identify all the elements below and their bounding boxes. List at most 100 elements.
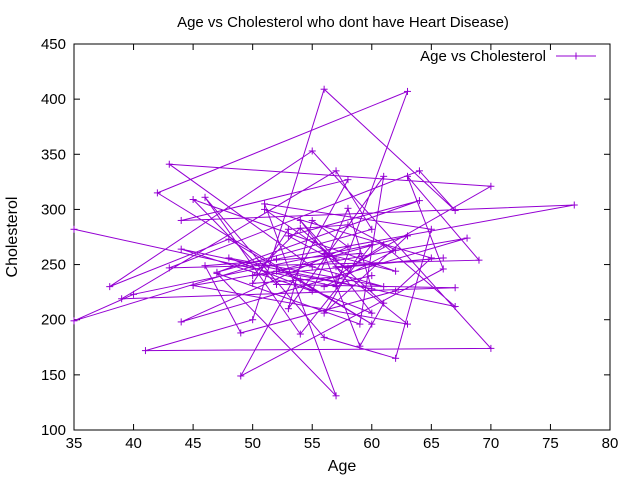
data-point	[237, 329, 245, 337]
data-point	[404, 320, 412, 328]
data-point	[249, 279, 257, 287]
data-point	[487, 182, 495, 190]
data-point	[237, 372, 245, 380]
series-line	[73, 88, 575, 397]
data-point	[189, 196, 197, 204]
data-point	[392, 287, 400, 295]
data-point	[368, 285, 376, 293]
plot-axes	[73, 43, 611, 431]
data-point	[296, 216, 304, 224]
data-point	[344, 176, 352, 184]
data-point	[368, 225, 376, 233]
data-point	[380, 241, 388, 249]
data-point	[427, 225, 435, 233]
data-point	[451, 302, 459, 310]
data-point	[165, 160, 173, 168]
data-point	[356, 250, 364, 258]
data-point	[106, 283, 114, 291]
data-point	[296, 224, 304, 232]
data-point	[213, 268, 221, 276]
data-point	[380, 283, 388, 291]
y-tick-label: 450	[41, 36, 66, 53]
data-point	[153, 189, 161, 197]
chart-title: Age vs Cholesterol who dont have Heart D…	[177, 14, 509, 31]
x-tick-label: 45	[185, 435, 202, 452]
data-point	[344, 204, 352, 212]
x-tick-label: 55	[304, 435, 321, 452]
data-point	[308, 147, 316, 155]
data-point	[392, 354, 400, 362]
data-point	[284, 225, 292, 233]
data-point	[225, 254, 233, 262]
data-point	[439, 265, 447, 273]
axis-ticks: 35 40 45 50 55 60 65 70 75 80 100 150 200 250 300 350 40…	[41, 36, 618, 452]
x-tick-label: 80	[602, 435, 619, 452]
data-point	[296, 276, 304, 284]
data-point	[320, 333, 328, 341]
data-point	[415, 167, 423, 175]
series-layer	[70, 85, 578, 400]
data-point	[332, 273, 340, 281]
x-tick-label: 50	[244, 435, 261, 452]
legend-label: Age vs Cholesterol	[420, 48, 546, 65]
data-point	[570, 201, 578, 209]
data-point	[332, 263, 340, 271]
data-point	[225, 235, 233, 243]
legend-marker	[572, 52, 580, 60]
data-point	[404, 232, 412, 240]
data-point	[308, 287, 316, 295]
data-point	[272, 255, 280, 263]
data-point	[404, 87, 412, 95]
data-point	[368, 241, 376, 249]
data-point	[320, 250, 328, 258]
data-point	[261, 205, 269, 213]
data-point	[177, 245, 185, 253]
data-point	[439, 254, 447, 262]
data-point	[165, 264, 173, 272]
data-point	[344, 243, 352, 251]
data-point	[272, 280, 280, 288]
data-point	[344, 221, 352, 229]
data-point	[249, 272, 257, 280]
x-tick-label: 60	[363, 435, 380, 452]
data-point	[332, 283, 340, 291]
data-point	[392, 267, 400, 275]
data-point	[332, 255, 340, 263]
data-point	[308, 263, 316, 271]
data-point	[296, 330, 304, 338]
data-point	[70, 317, 78, 325]
data-point	[427, 254, 435, 262]
x-tick-label: 65	[423, 435, 440, 452]
data-point	[344, 264, 352, 272]
data-point	[70, 225, 78, 233]
data-point	[463, 234, 471, 242]
data-point	[451, 284, 459, 292]
data-point	[141, 347, 149, 355]
y-tick-label: 400	[41, 91, 66, 108]
legend: Age vs Cholesterol	[420, 48, 596, 65]
data-point	[332, 392, 340, 400]
data-point	[249, 316, 257, 324]
plot-frame	[73, 43, 611, 431]
data-point	[284, 232, 292, 240]
y-tick-label: 150	[41, 367, 66, 384]
data-point	[177, 318, 185, 326]
data-point	[332, 167, 340, 175]
x-tick-label: 35	[66, 435, 83, 452]
data-point	[475, 256, 483, 264]
data-point	[320, 309, 328, 317]
y-tick-label: 300	[41, 201, 66, 218]
x-tick-label: 70	[483, 435, 500, 452]
data-point	[487, 344, 495, 352]
data-point	[130, 290, 138, 298]
y-tick-label: 350	[41, 146, 66, 163]
data-point	[320, 283, 328, 291]
y-tick-label: 250	[41, 257, 66, 274]
data-point	[201, 193, 209, 201]
data-point	[392, 246, 400, 254]
data-point	[451, 207, 459, 215]
data-point	[368, 309, 376, 317]
data-point	[356, 342, 364, 350]
x-axis-label: Age	[328, 458, 357, 475]
